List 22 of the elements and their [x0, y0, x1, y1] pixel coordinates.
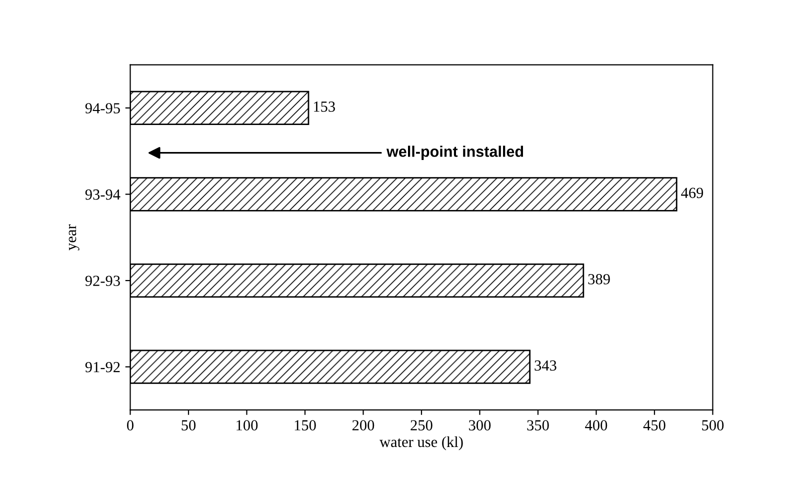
annotation: well-point installed — [386, 146, 524, 160]
x-tick-label: 250 — [410, 420, 432, 430]
x-tick-label: 400 — [585, 420, 608, 430]
y-tick-label: 93-94 — [85, 189, 120, 200]
x-tick-label: 100 — [236, 420, 258, 430]
x-tick-label: 300 — [469, 420, 491, 430]
y-axis-title: year — [68, 224, 80, 250]
x-tick-label: 50 — [182, 420, 196, 430]
x-axis-title: water use (kl) — [380, 436, 463, 450]
x-tick-label: 500 — [702, 420, 724, 430]
y-tick-label: 92-93 — [85, 276, 120, 286]
y-tick-label: 94-95 — [85, 103, 120, 114]
data-label: 153 — [314, 102, 335, 112]
data-label: 389 — [588, 274, 610, 284]
data-label: 469 — [681, 188, 704, 198]
x-tick-label: 200 — [352, 420, 374, 430]
x-tick-label: 450 — [643, 420, 666, 430]
y-tick-label: 91-92 — [85, 362, 120, 372]
data-label: 343 — [534, 360, 556, 371]
x-tick-label: 0 — [127, 420, 134, 430]
x-tick-label: 150 — [294, 420, 316, 430]
x-tick-label: 350 — [527, 420, 549, 430]
